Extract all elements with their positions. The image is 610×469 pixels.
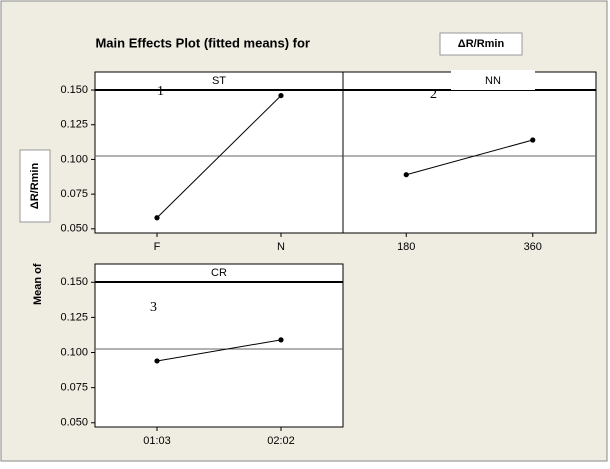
title-box — [439, 32, 523, 56]
annotation: 2 — [430, 87, 437, 102]
y-tick-label: 0.075 — [60, 188, 88, 200]
effect-line — [406, 139, 533, 176]
panel-title: CR — [211, 267, 227, 279]
panel — [94, 263, 344, 428]
annotation: 1 — [157, 84, 164, 99]
point — [530, 137, 536, 143]
y-tick-label: 0.050 — [60, 223, 88, 235]
x-tick-label: 01:03 — [143, 435, 171, 447]
x-tick-label: 360 — [524, 241, 542, 253]
point — [154, 358, 160, 364]
effect-line — [156, 95, 282, 219]
panel-title: NN — [485, 75, 501, 87]
x-tick-label: N — [277, 241, 285, 253]
header-box — [451, 70, 535, 90]
y-tick-label: 0.100 — [60, 346, 88, 358]
chart-title: Main Effects Plot (fitted means) for — [95, 35, 310, 50]
point — [154, 215, 160, 221]
y-axis-label: Mean of — [32, 263, 44, 305]
y-tick-label: 0.150 — [60, 276, 88, 288]
point — [403, 172, 409, 178]
effect-line — [156, 339, 282, 362]
panel-title: ST — [212, 75, 226, 87]
y-tick-label: 0.125 — [60, 119, 88, 131]
y-tick-label: 0.150 — [60, 84, 88, 96]
x-tick-label: F — [154, 241, 161, 253]
y-label-box — [19, 149, 51, 223]
x-tick-label: 02:02 — [267, 435, 295, 447]
annotation: 3 — [150, 300, 157, 315]
panel — [342, 71, 597, 234]
y-label-response: ΔR/Rmin — [29, 163, 41, 210]
x-tick-label: 180 — [397, 241, 415, 253]
y-tick-label: 0.075 — [60, 382, 88, 394]
panel — [94, 71, 344, 234]
point — [278, 337, 284, 343]
title-response: ΔR/Rmin — [458, 38, 505, 50]
y-tick-label: 0.125 — [60, 311, 88, 323]
point — [278, 92, 284, 99]
y-tick-label: 0.050 — [60, 417, 88, 429]
y-tick-label: 0.100 — [60, 153, 88, 165]
